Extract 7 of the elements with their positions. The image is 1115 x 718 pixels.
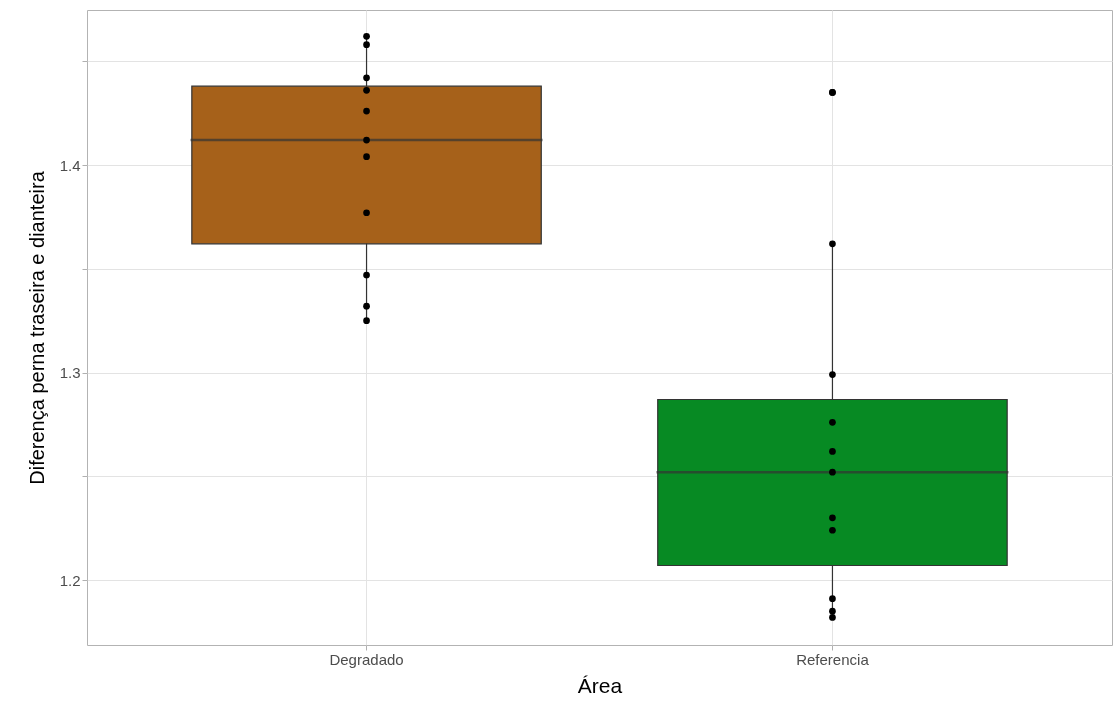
y-axis-title: Diferença perna traseira e dianteira — [25, 170, 48, 485]
x-tick-label: Degradado — [329, 650, 404, 668]
y-tick-label: 1.3 — [59, 364, 81, 382]
y-tick-label: 1.2 — [59, 571, 81, 589]
y-tick-label: 1.4 — [59, 156, 81, 174]
x-axis-title: Área — [577, 673, 623, 697]
x-tick-label: Referencia — [796, 650, 870, 668]
